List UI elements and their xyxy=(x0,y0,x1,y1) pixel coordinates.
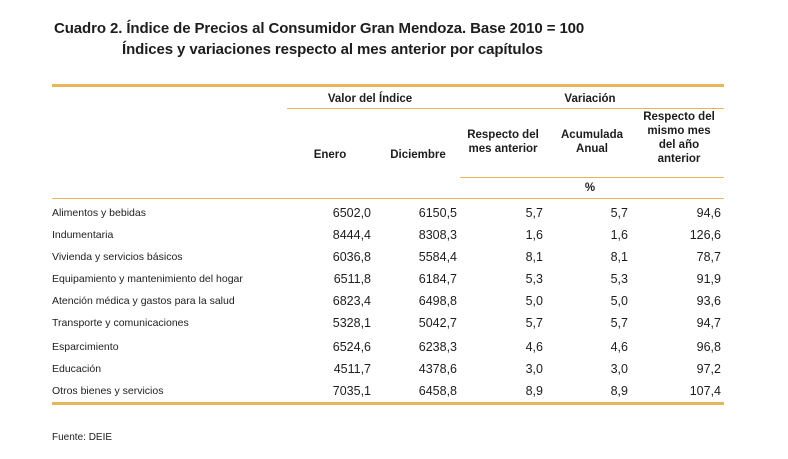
group-header-rule xyxy=(287,108,724,109)
table-row: Atención médica y gastos para la salud 6… xyxy=(52,290,724,312)
header-mismo-mes-line1: Respecto del xyxy=(643,111,715,123)
cell-var-mes: 5,7 xyxy=(525,206,543,220)
cell-var-anio: 78,7 xyxy=(696,250,721,264)
table-row: Otros bienes y servicios 7035,1 6458,8 8… xyxy=(52,380,724,402)
row-label: Otros bienes y servicios xyxy=(52,385,164,397)
cell-var-anio: 96,8 xyxy=(696,340,721,354)
cell-enero: 8444,4 xyxy=(332,228,371,242)
header-acumulada-line2: Anual xyxy=(576,143,608,155)
cell-enero: 4511,7 xyxy=(333,362,371,376)
cell-enero: 5328,1 xyxy=(332,316,371,330)
cell-var-mes: 8,1 xyxy=(525,250,543,264)
row-label: Educación xyxy=(52,363,102,375)
table-subtitle: Índices y variaciones respecto al mes an… xyxy=(122,41,543,58)
row-label: Alimentos y bebidas xyxy=(52,207,146,219)
cell-var-acumulada: 4,6 xyxy=(610,340,628,354)
cell-var-acumulada: 8,1 xyxy=(610,250,628,264)
cell-diciembre: 6184,7 xyxy=(418,272,457,286)
cell-var-mes: 4,6 xyxy=(525,340,543,354)
row-label: Transporte y comunicaciones xyxy=(52,317,189,329)
cell-enero: 7035,1 xyxy=(332,384,371,398)
cell-var-anio: 91,9 xyxy=(696,272,721,286)
cell-var-mes: 8,9 xyxy=(525,384,543,398)
row-label: Vivienda y servicios básicos xyxy=(52,251,183,263)
header-respecto-mes-line2: mes anterior xyxy=(468,143,538,155)
row-label: Indumentaria xyxy=(52,229,114,241)
cell-enero: 6502,0 xyxy=(332,206,371,220)
bottom-rule xyxy=(52,402,724,405)
cell-var-acumulada: 5,0 xyxy=(610,294,628,308)
cell-var-acumulada: 3,0 xyxy=(610,362,628,376)
header-mismo-mes-line4: anterior xyxy=(657,153,701,165)
row-label: Equipamiento y mantenimiento del hogar xyxy=(52,273,243,285)
cell-diciembre: 6150,5 xyxy=(418,206,457,220)
cell-var-anio: 94,6 xyxy=(696,206,721,220)
cell-var-anio: 93,6 xyxy=(696,294,721,308)
cell-var-anio: 126,6 xyxy=(689,228,721,242)
cell-var-anio: 97,2 xyxy=(696,362,721,376)
header-diciembre: Diciembre xyxy=(390,149,446,161)
cell-diciembre: 5584,4 xyxy=(418,250,457,264)
table-row: Transporte y comunicaciones 5328,1 5042,… xyxy=(52,312,724,334)
header-variacion: Variación xyxy=(564,93,616,105)
cell-var-anio: 107,4 xyxy=(689,384,721,398)
source-note: Fuente: DEIE xyxy=(52,432,113,443)
row-label: Esparcimiento xyxy=(52,341,119,353)
cell-var-acumulada: 5,7 xyxy=(610,206,628,220)
header-mismo-mes-line2: mismo mes xyxy=(647,125,711,137)
cell-diciembre: 5042,7 xyxy=(418,316,457,330)
row-label: Atención médica y gastos para la salud xyxy=(52,295,235,307)
table-row: Esparcimiento 6524,6 6238,3 4,6 4,6 96,8 xyxy=(52,336,724,358)
table-row: Educación 4511,7 4378,6 3,0 3,0 97,2 xyxy=(52,358,724,380)
top-rule xyxy=(52,84,724,87)
header-enero: Enero xyxy=(313,149,347,161)
unit-percent: % xyxy=(584,182,596,194)
table-row: Equipamiento y mantenimiento del hogar 6… xyxy=(52,268,724,290)
cell-var-acumulada: 8,9 xyxy=(610,384,628,398)
table-row: Alimentos y bebidas 6502,0 6150,5 5,7 5,… xyxy=(52,202,724,224)
cell-var-mes: 3,0 xyxy=(525,362,543,376)
cell-diciembre: 6498,8 xyxy=(418,294,457,308)
table-row: Vivienda y servicios básicos 6036,8 5584… xyxy=(52,246,724,268)
cell-enero: 6511,8 xyxy=(333,272,371,286)
cell-var-acumulada: 1,6 xyxy=(610,228,628,242)
cell-var-mes: 5,7 xyxy=(525,316,543,330)
header-mismo-mes-line3: del año xyxy=(658,139,700,151)
cell-var-mes: 1,6 xyxy=(525,228,543,242)
cell-diciembre: 6458,8 xyxy=(418,384,457,398)
percent-rule xyxy=(460,177,724,178)
cell-enero: 6524,6 xyxy=(332,340,371,354)
cell-var-anio: 94,7 xyxy=(696,316,721,330)
header-acumulada-line1: Acumulada xyxy=(561,129,623,141)
cell-var-acumulada: 5,3 xyxy=(610,272,628,286)
cell-var-mes: 5,3 xyxy=(525,272,543,286)
header-valor-indice: Valor del Índice xyxy=(327,93,413,105)
header-bottom-rule xyxy=(52,198,724,199)
cell-diciembre: 6238,3 xyxy=(418,340,457,354)
cell-diciembre: 8308,3 xyxy=(418,228,457,242)
cell-var-mes: 5,0 xyxy=(525,294,543,308)
cell-enero: 6036,8 xyxy=(332,250,371,264)
table-title: Cuadro 2. Índice de Precios al Consumido… xyxy=(54,20,585,37)
header-respecto-mes-line1: Respecto del xyxy=(467,129,539,141)
cell-var-acumulada: 5,7 xyxy=(610,316,628,330)
cell-enero: 6823,4 xyxy=(332,294,371,308)
table-row: Indumentaria 8444,4 8308,3 1,6 1,6 126,6 xyxy=(52,224,724,246)
cell-diciembre: 4378,6 xyxy=(418,362,457,376)
